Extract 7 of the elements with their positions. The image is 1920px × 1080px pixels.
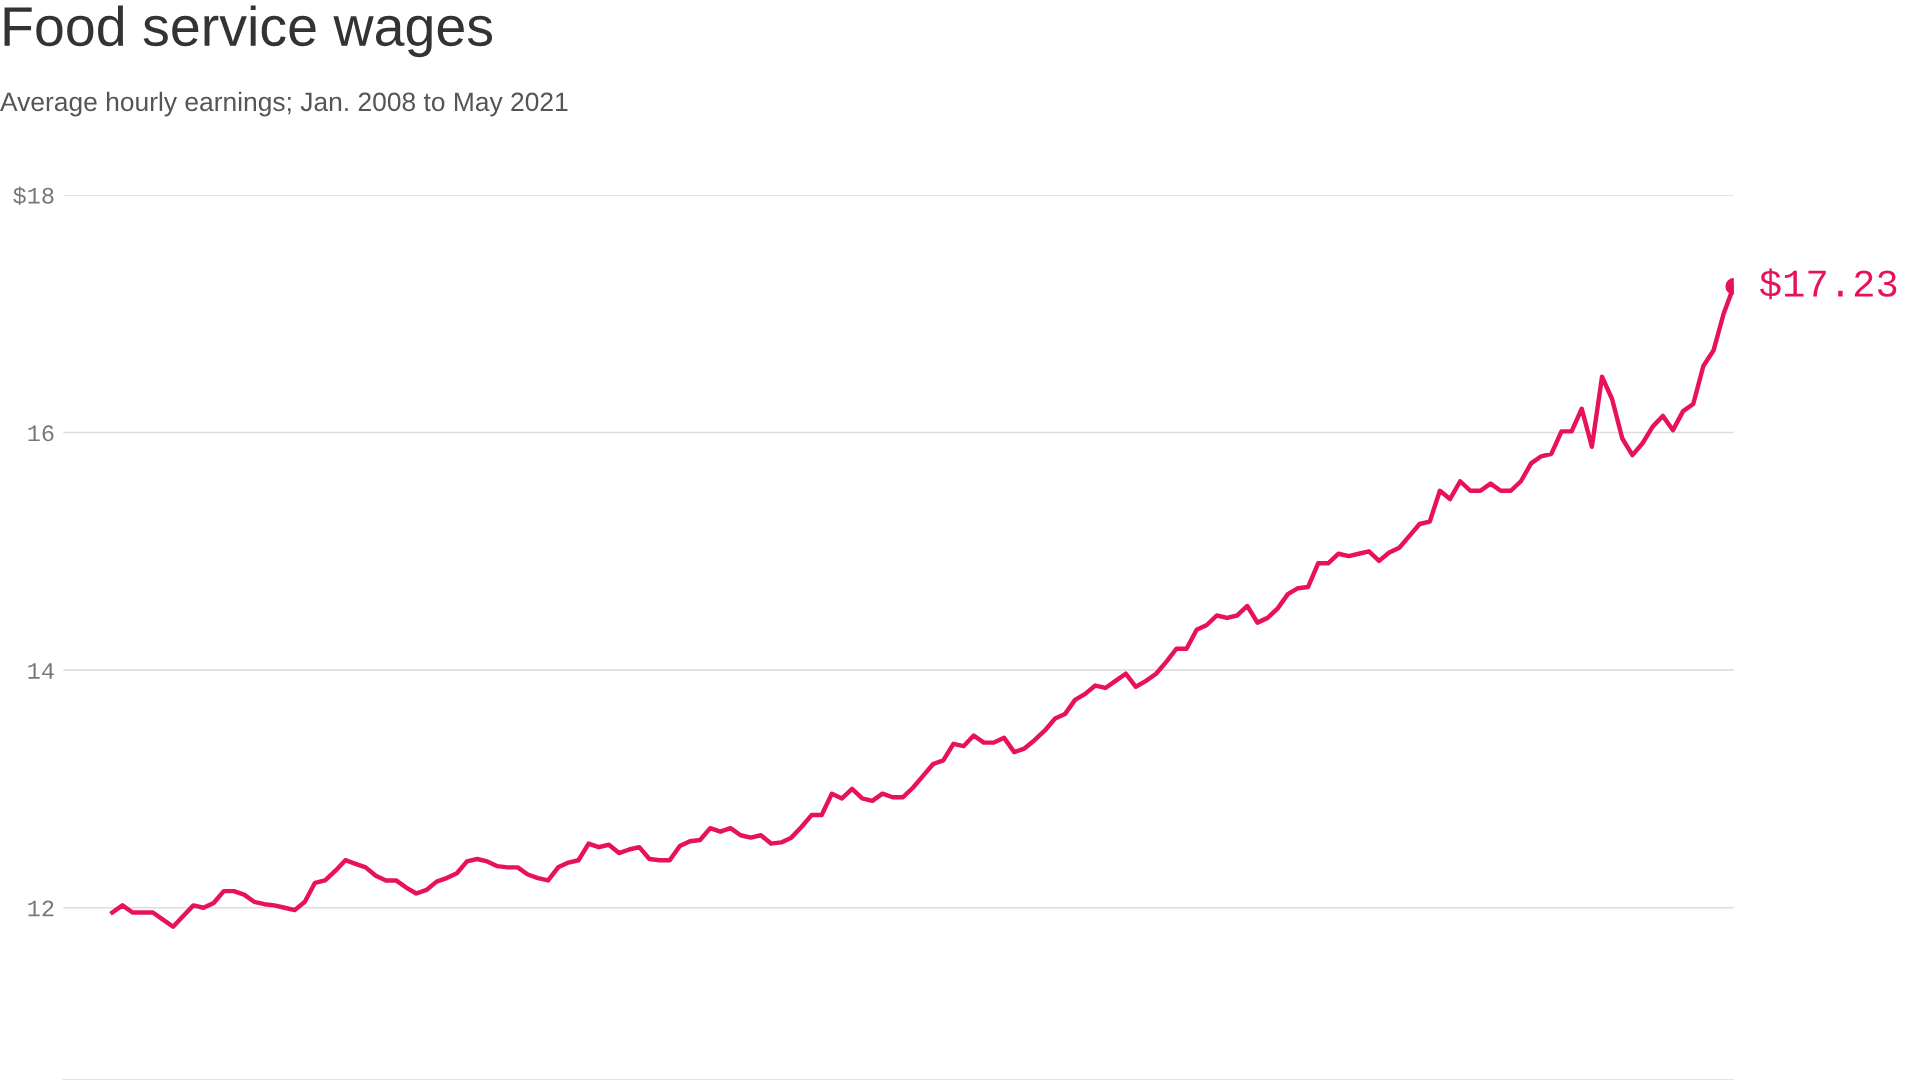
text: $17.23 xyxy=(1760,268,1897,300)
y-tick-label: 16 xyxy=(28,425,54,442)
y-tick-label: 14 xyxy=(28,663,54,679)
y-tick-label: 12 xyxy=(28,900,54,917)
chart-subtitle: Average hourly earnings; Jan. 2008 to May 2021 xyxy=(0,91,568,117)
y-tick-label: $18 xyxy=(13,186,54,206)
chart-title: Food service wages xyxy=(4,5,493,58)
